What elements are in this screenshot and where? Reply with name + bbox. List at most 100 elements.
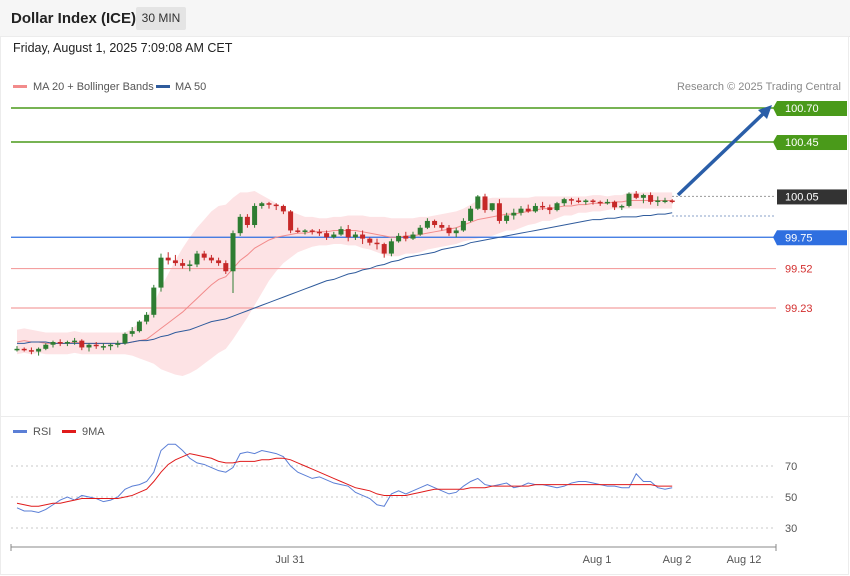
candle-body [43, 344, 49, 349]
candle-body [172, 260, 178, 264]
candle-body [280, 205, 286, 212]
candle-body [388, 241, 394, 254]
x-axis-label: Aug 12 [727, 554, 762, 566]
ma50-legend-label: MA 50 [175, 81, 206, 93]
candle-body [259, 203, 265, 206]
candle-body [648, 195, 654, 202]
candle-body [511, 212, 517, 216]
candle-body [468, 208, 474, 221]
candle-body [151, 287, 157, 315]
candle-body [367, 238, 373, 243]
candle-body [669, 200, 675, 203]
candle-body [93, 344, 99, 347]
candle-body [626, 193, 632, 206]
candle-body [86, 344, 92, 348]
candle-body [273, 204, 279, 207]
candle-body [252, 205, 258, 226]
candle-body [612, 201, 618, 208]
candle-body [540, 205, 546, 208]
candle-body [561, 199, 567, 204]
level-label-99.23: 99.23 [785, 303, 813, 315]
candle-body [36, 348, 42, 352]
candle-body [144, 314, 150, 322]
candle-body [352, 234, 358, 238]
rsi-line [16, 443, 673, 514]
candle-body [208, 257, 214, 261]
forecast-arrow-head [758, 105, 772, 119]
forecast-arrow-line [676, 111, 766, 197]
candle-body [410, 234, 416, 239]
candle-body [554, 203, 560, 211]
level-badge-tip-100.45 [773, 135, 777, 151]
candle-body [136, 321, 142, 332]
candle-body [439, 225, 445, 228]
rsi-ma-line [16, 453, 673, 507]
candle-body [187, 264, 193, 266]
rsi-legend-swatch [13, 430, 27, 433]
candle-body [50, 342, 56, 345]
bollinger-band [17, 190, 673, 377]
level-label-99.52: 99.52 [785, 264, 813, 276]
chart-header: Dollar Index (ICE) 30 MIN [0, 0, 850, 37]
candle-body [115, 343, 121, 345]
candle-body [460, 220, 466, 231]
candle-body [396, 235, 402, 242]
candle-body [108, 344, 114, 347]
candle-body [21, 348, 27, 351]
candle-body [640, 195, 646, 198]
chart-frame [0, 36, 849, 575]
candle-body [403, 235, 409, 239]
rsi-ma-legend-swatch [62, 430, 76, 433]
candle-body [482, 196, 488, 211]
level-badge-100.70 [777, 101, 847, 116]
candle-body [180, 263, 186, 266]
candle-body [662, 200, 668, 203]
candle-body [504, 215, 510, 221]
candle-body [57, 342, 63, 344]
candle-body [28, 350, 34, 352]
x-axis-label: Jul 31 [275, 554, 304, 566]
candle-body [604, 201, 610, 204]
candle-body [360, 234, 366, 239]
candle-body [338, 229, 344, 235]
candle-body [568, 199, 574, 201]
candle-body [79, 340, 85, 348]
candle-body [100, 346, 106, 348]
candle-body [223, 263, 229, 272]
candle-body [266, 203, 272, 205]
level-badge-100.45 [777, 135, 847, 151]
candle-body [64, 342, 70, 344]
candle-body [518, 208, 524, 213]
candle-body [244, 216, 250, 226]
level-badge-tip-100.70 [773, 101, 777, 116]
candle-body [583, 200, 589, 203]
x-axis-label: Aug 1 [583, 554, 612, 566]
level-label-100.70: 100.70 [785, 103, 819, 115]
x-axis-label: Aug 2 [663, 554, 692, 566]
rsi-level-label-50: 50 [785, 492, 797, 504]
candle-body [331, 234, 337, 238]
candle-body [633, 193, 639, 198]
chart-datetime: Friday, August 1, 2025 7:09:08 AM CET [13, 41, 233, 55]
candle-body [432, 220, 438, 226]
candle-body [619, 205, 625, 208]
candle-body [230, 233, 236, 272]
candle-body [165, 257, 171, 261]
candle-body [237, 216, 243, 234]
level-badge-100.05 [777, 189, 847, 205]
level-badge-tip-99.75 [773, 230, 777, 246]
candle-body [216, 260, 222, 264]
candle-body [475, 196, 481, 209]
candle-body [547, 207, 553, 211]
candle-body [302, 230, 308, 232]
candle-body [316, 231, 322, 234]
timeframe-button[interactable]: 30 MIN [136, 7, 186, 30]
candle-body [158, 257, 164, 288]
credit-label: Research © 2025 Trading Central [677, 81, 841, 93]
candle-body [295, 230, 301, 232]
candle-body [446, 227, 452, 234]
candle-body [374, 242, 380, 245]
candle-body [201, 253, 207, 258]
candle-body [309, 230, 315, 232]
